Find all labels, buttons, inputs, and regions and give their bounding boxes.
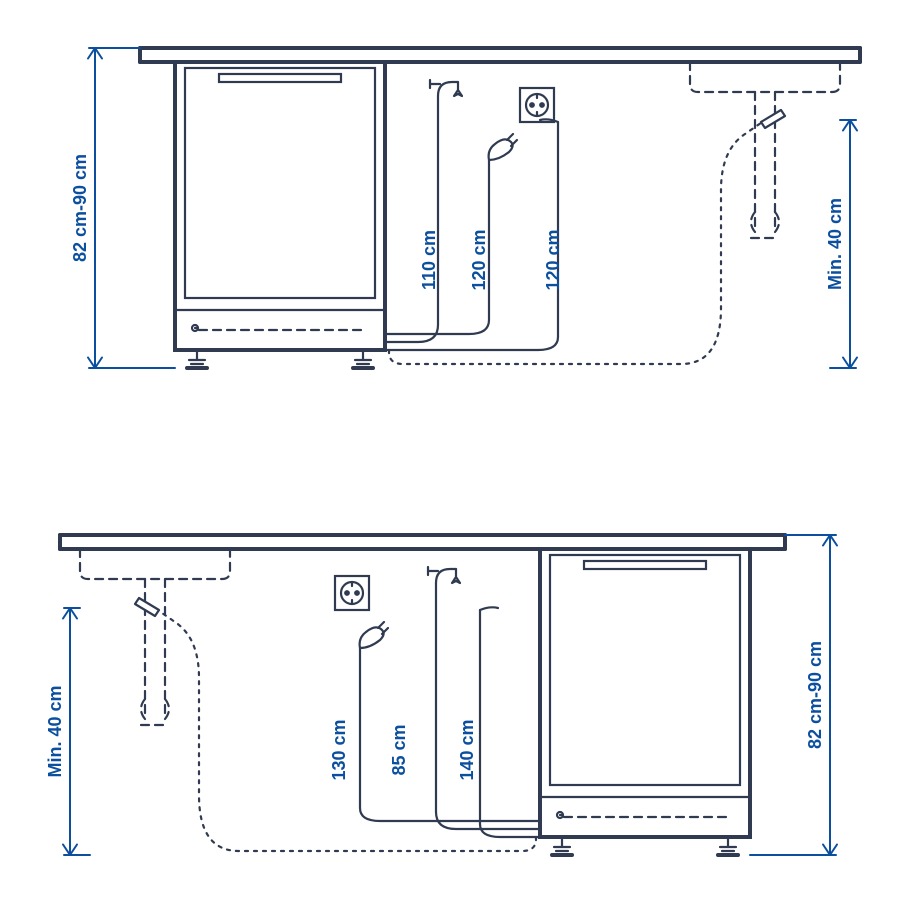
dim-height-top: 82 cm-90 cm — [70, 154, 90, 262]
dim-plug-top: 120 cm — [469, 229, 489, 290]
dim-plug-bottom: 130 cm — [329, 719, 349, 780]
dim-cord-top: 120 cm — [543, 229, 563, 290]
dim-tap-bottom: 85 cm — [389, 724, 409, 775]
dim-cord-bottom: 140 cm — [457, 719, 477, 780]
dim-drain-bottom: Min. 40 cm — [45, 685, 65, 777]
dim-drain-top: Min. 40 cm — [825, 198, 845, 290]
dim-height-bottom: 82 cm-90 cm — [805, 641, 825, 749]
dim-tap-top: 110 cm — [419, 230, 439, 290]
